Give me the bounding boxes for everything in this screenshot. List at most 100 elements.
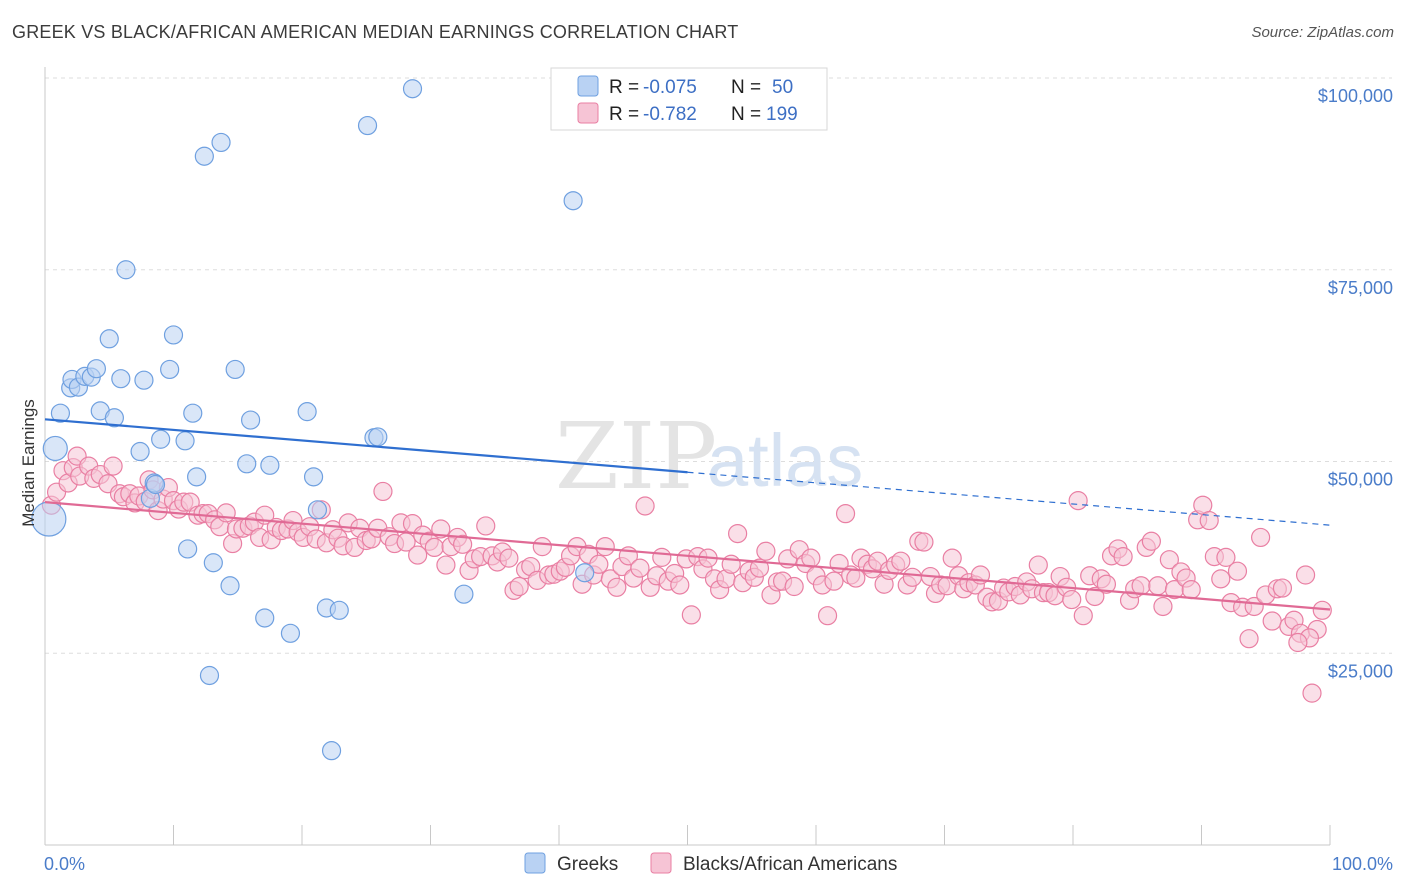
- trend-line-greeks-extension: [687, 471, 1331, 526]
- blacks-point-32: [216, 503, 236, 523]
- greeks-point-23: [183, 403, 203, 423]
- axes: [44, 67, 1331, 846]
- blacks-point-222: [1295, 565, 1316, 585]
- blacks-point-214: [1251, 527, 1271, 548]
- blacks-point-216: [1262, 611, 1282, 631]
- blacks-point-88: [532, 537, 552, 557]
- blacks-point-181: [1062, 589, 1082, 610]
- greeks-point-48: [575, 563, 595, 583]
- blacks-point-187: [1096, 574, 1117, 594]
- blacks-point-223: [1302, 683, 1322, 703]
- chart-source: Source: ZipAtlas.com: [1251, 24, 1394, 41]
- greeks-point-46: [454, 584, 474, 604]
- greeks-point-22: [178, 539, 198, 559]
- blacks-point-122: [728, 523, 748, 544]
- blacks-point-127: [756, 541, 776, 561]
- blacks-point-151: [891, 551, 911, 571]
- greeks-point-11: [104, 408, 124, 428]
- blacks-point-69: [424, 537, 444, 558]
- blacks-point-84: [509, 576, 529, 597]
- legend-n-value-greeks: 50: [772, 77, 793, 98]
- y-tick-labels: $25,000 $50,000 $75,000 $100,000: [1318, 86, 1393, 681]
- blacks-point-78: [476, 516, 496, 536]
- y-tick-label-1: $50,000: [1328, 470, 1393, 490]
- blacks-point-196: [1148, 576, 1168, 596]
- x-tick-label-min: 0.0%: [44, 854, 85, 874]
- trend-line-greeks: [44, 418, 688, 474]
- legend-r-label-blacks: R =: [609, 104, 639, 125]
- legend-swatch-blacks: [577, 102, 599, 124]
- correlation-legend: R = -0.075 N = 50 R = -0.782 N = 199: [550, 67, 828, 131]
- chart-title: GREEK VS BLACK/AFRICAN AMERICAN MEDIAN E…: [12, 22, 739, 42]
- blacks-point-132: [784, 576, 804, 597]
- greeks-point-35: [280, 623, 301, 643]
- greeks-point-28: [211, 132, 231, 153]
- y-tick-label-2: $75,000: [1328, 278, 1393, 298]
- series-legend-label-blacks: Blacks/African Americans: [683, 854, 897, 875]
- blacks-point-155: [914, 532, 934, 552]
- blacks-point-101: [607, 577, 627, 597]
- greeks-point-18: [151, 429, 171, 449]
- blacks-point-99: [595, 537, 615, 557]
- y-tick-label-3: $100,000: [1318, 86, 1393, 106]
- blacks-point-198: [1159, 550, 1179, 570]
- blacks-point-105: [630, 558, 650, 578]
- blacks-point-190: [1113, 547, 1133, 567]
- legend-r-value-blacks: -0.782: [643, 104, 697, 125]
- greeks-point-42: [357, 115, 378, 136]
- greeks-point-13: [116, 260, 136, 280]
- blacks-point-212: [1239, 629, 1259, 649]
- blacks-point-109: [652, 547, 672, 567]
- series-legend-swatch-greeks: [524, 852, 546, 874]
- greeks-point-37: [303, 467, 324, 487]
- greeks-point-41: [329, 600, 349, 620]
- series-legend-label-greeks: Greeks: [557, 854, 618, 875]
- greeks-point-38: [307, 500, 328, 520]
- blacks-point-195: [1141, 531, 1161, 551]
- greeks-point-47: [563, 191, 583, 211]
- blacks-point-138: [817, 606, 838, 626]
- blacks-point-114: [681, 605, 701, 625]
- y-axis-title: Median Earnings: [19, 399, 38, 527]
- blacks-point-74: [453, 534, 473, 554]
- greeks-point-45: [402, 79, 423, 99]
- greeks-point-40: [321, 741, 342, 761]
- greeks-point-10: [99, 329, 119, 349]
- blacks-point-175: [1028, 555, 1048, 575]
- greeks-point-14: [130, 441, 150, 462]
- greeks-point-2: [50, 403, 71, 423]
- blacks-point-141: [835, 504, 856, 524]
- series-legend: Greeks Blacks/African Americans: [524, 852, 897, 875]
- blacks-point-60: [373, 481, 393, 502]
- blacks-point-70: [431, 519, 451, 539]
- greeks-point-26: [199, 665, 220, 686]
- blacks-point-135: [801, 548, 821, 568]
- blacks-point-71: [436, 555, 456, 575]
- series-legend-swatch-blacks: [650, 852, 672, 874]
- legend-r-label-greeks: R =: [609, 77, 639, 98]
- watermark-atlas: atlas: [707, 419, 863, 502]
- blacks-point-193: [1131, 576, 1151, 596]
- blacks-point-106: [635, 496, 655, 516]
- greeks-point-44: [368, 427, 388, 447]
- blacks-point-227: [1288, 632, 1308, 653]
- blacks-point-202: [1181, 579, 1201, 600]
- greeks-point-33: [255, 608, 275, 628]
- greeks-point-19: [160, 359, 180, 380]
- greeks-point-8: [86, 359, 107, 379]
- greeks-point-12: [111, 369, 131, 389]
- greeks-point-34: [260, 455, 280, 475]
- blacks-point-197: [1153, 596, 1173, 617]
- blacks-point-182: [1068, 491, 1088, 511]
- greeks-point-49: [145, 474, 166, 495]
- blacks-point-126: [749, 558, 770, 578]
- blacks-point-185: [1085, 586, 1105, 607]
- blacks-point-139: [824, 571, 844, 591]
- greeks-point-25: [194, 146, 214, 166]
- greeks-point-36: [297, 402, 317, 422]
- greeks-point-30: [225, 359, 245, 380]
- blacks-point-98: [589, 554, 609, 574]
- legend-r-value-greeks: -0.075: [643, 77, 697, 98]
- grid-lines: [45, 77, 1392, 654]
